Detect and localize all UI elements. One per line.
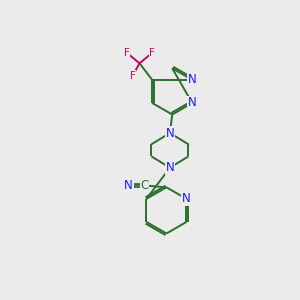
Text: N: N <box>166 127 174 140</box>
Text: C: C <box>140 179 148 192</box>
Text: N: N <box>124 179 133 192</box>
Text: N: N <box>166 161 174 174</box>
Text: N: N <box>182 192 191 206</box>
Text: N: N <box>188 74 197 86</box>
Text: F: F <box>124 48 130 58</box>
Text: F: F <box>130 71 136 81</box>
Text: F: F <box>149 48 155 58</box>
Text: N: N <box>188 97 197 110</box>
